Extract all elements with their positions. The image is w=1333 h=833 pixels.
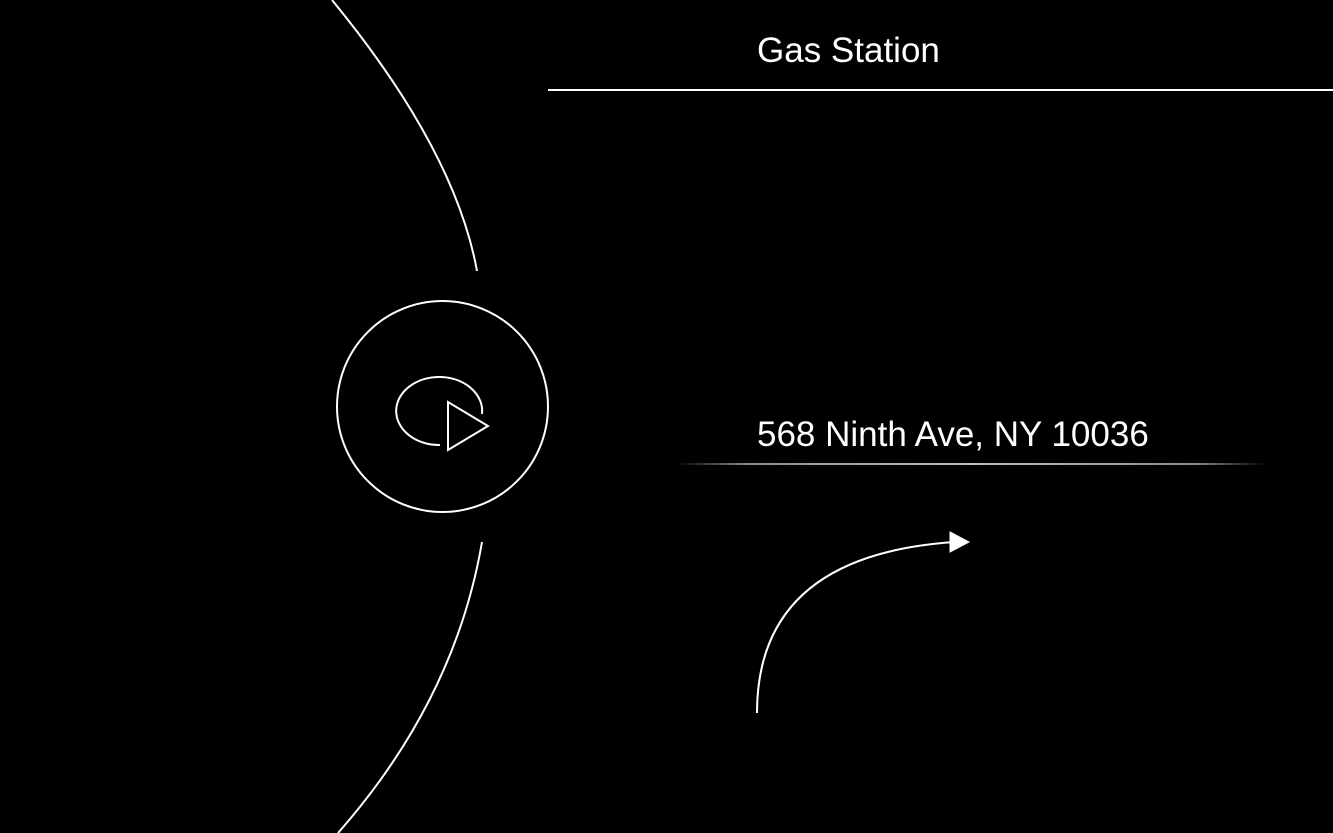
replay-play-button[interactable] <box>336 300 549 513</box>
address-divider <box>676 463 1266 465</box>
replay-play-icon <box>336 300 549 513</box>
turn-right-arrow-icon <box>756 531 971 714</box>
destination-address: 568 Ninth Ave, NY 10036 <box>757 415 1149 454</box>
next-turn-indicator <box>750 525 980 720</box>
route-arc-upper <box>331 0 478 272</box>
destination-name: Gas Station <box>757 31 940 70</box>
title-divider <box>548 89 1333 91</box>
route-arc-lower <box>337 541 483 833</box>
